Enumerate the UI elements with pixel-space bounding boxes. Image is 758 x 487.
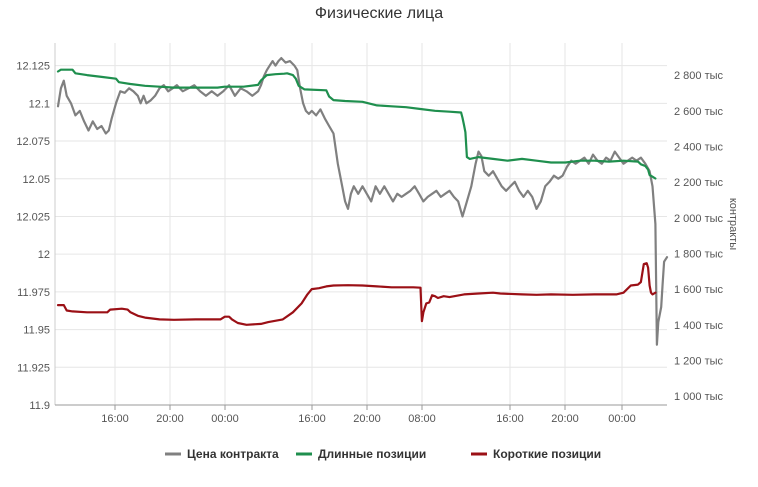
axes: 11.9 11.925 11.95 11.975 12 12.025 12.05 12.075…	[16, 43, 724, 425]
y2-tick-label: 2 200 тыс	[674, 177, 724, 189]
x-tick-label: 20:00	[353, 413, 381, 425]
legend-label: Длинные позиции	[318, 447, 426, 461]
y-tick-label: 12.025	[16, 211, 50, 223]
y2-tick-label: 2 000 тыс	[674, 213, 724, 225]
long-positions-series-line	[56, 68, 657, 180]
x-tick-label: 08:00	[408, 413, 436, 425]
y2-tick-label: 1 600 тыс	[674, 284, 724, 296]
x-tick-label: 00:00	[211, 413, 239, 425]
y-tick-label: 11.95	[23, 325, 50, 337]
legend-item-long[interactable]: Длинные позиции	[296, 447, 426, 461]
x-tick-label: 16:00	[298, 413, 326, 425]
price-series-line	[56, 57, 669, 346]
x-tick-label: 16:00	[496, 413, 524, 425]
y-tick-label: 12.1	[29, 98, 50, 110]
y-tick-label: 11.925	[17, 362, 50, 374]
short-positions-series-line	[56, 262, 657, 326]
y2-tick-label: 1 200 тыс	[674, 355, 724, 367]
x-tick-label: 00:00	[608, 413, 636, 425]
legend[interactable]: Цена контракта Длинные позиции Короткие по…	[165, 447, 601, 461]
y2-tick-label: 1 000 тыс	[674, 391, 724, 403]
y-tick-label: 12	[38, 249, 50, 261]
y-tick-label: 11.9	[29, 400, 50, 412]
y2-tick-label: 1 400 тыс	[674, 320, 724, 332]
right-axis-label: контракты	[727, 198, 739, 250]
legend-item-price[interactable]: Цена контракта	[165, 447, 279, 461]
y-tick-label: 11.975	[17, 287, 50, 299]
y2-tick-label: 1 800 тыс	[674, 248, 724, 260]
y2-tick-label: 2 800 тыс	[674, 70, 724, 82]
legend-label: Цена контракта	[187, 447, 279, 461]
legend-item-short[interactable]: Короткие позиции	[471, 447, 601, 461]
x-tick-label: 16:00	[101, 413, 129, 425]
y2-tick-label: 2 600 тыс	[674, 106, 724, 118]
y-tick-label: 12.075	[16, 136, 50, 148]
grid-lines	[55, 43, 667, 406]
chart-title: Физические лица	[315, 5, 443, 22]
y2-tick-label: 2 400 тыс	[674, 141, 724, 153]
x-tick-label: 20:00	[156, 413, 184, 425]
y-tick-label: 12.05	[22, 174, 50, 186]
x-tick-label: 20:00	[551, 413, 579, 425]
y-tick-label: 12.125	[16, 61, 50, 73]
series-lines	[56, 57, 669, 346]
legend-label: Короткие позиции	[493, 447, 601, 461]
